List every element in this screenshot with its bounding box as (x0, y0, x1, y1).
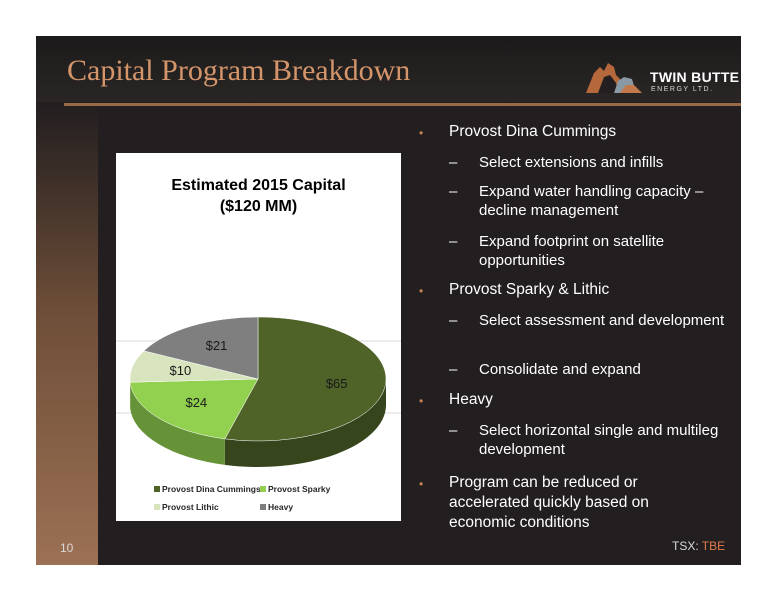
legend-label: Provost Dina Cummings (162, 484, 261, 494)
bullet-text: Heavy (449, 391, 493, 408)
bullet-text: Consolidate and expand (479, 361, 641, 378)
legend-swatch (260, 504, 266, 510)
legend-item-3: Provost Lithic (154, 502, 219, 512)
ticker: TSX: TBE (672, 539, 725, 553)
bullet-text: Program can be reduced or accelerated qu… (449, 474, 649, 531)
title-divider (64, 103, 741, 106)
pie-chart: $65 $24 $10 $21 Estimated 2015 Capital ($12… (116, 153, 401, 521)
bullet-text: Select horizontal single and multileg de… (479, 422, 719, 458)
dash-icon: – (449, 183, 458, 200)
bullet-icon: • (419, 126, 424, 140)
pie-slice-4 (143, 316, 259, 380)
pie-data-label-4: $21 (206, 338, 228, 353)
chart-title-line1: Estimated 2015 Capital (171, 177, 346, 194)
slide: Capital Program Breakdown TWIN BUTTE ENE… (36, 36, 741, 565)
dash-icon: – (449, 361, 458, 378)
chart-title: Estimated 2015 Capital ($120 MM) (116, 175, 401, 217)
ticker-symbol: TBE (701, 539, 726, 553)
legend-label: Provost Lithic (162, 502, 219, 512)
ticker-prefix: TSX: (672, 539, 702, 553)
pie-chart-canvas: $65 $24 $10 $21 (116, 316, 401, 467)
legend-item-1: Provost Dina Cummings (154, 484, 261, 494)
legend-label: Provost Sparky (268, 484, 331, 494)
bullet-icon: • (419, 394, 424, 408)
bullet-text: Select assessment and development (479, 312, 725, 329)
bullet-text: Expand water handling capacity – decline… (479, 183, 704, 219)
pie-data-label-3: $10 (170, 363, 192, 378)
legend-item-4: Heavy (260, 502, 293, 512)
dash-icon: – (449, 312, 458, 329)
company-logo-icon (586, 63, 642, 93)
page-number: 10 (60, 541, 74, 555)
slide-title: Capital Program Breakdown (67, 54, 411, 87)
legend-swatch (154, 486, 160, 492)
legend-item-2: Provost Sparky (260, 484, 330, 494)
pie-data-label-1: $65 (326, 376, 348, 391)
dash-icon: – (449, 422, 458, 439)
legend-swatch (154, 504, 160, 510)
chart-title-line2: ($120 MM) (219, 198, 298, 215)
bullet-text: Provost Dina Cummings (449, 123, 617, 140)
dash-icon: – (449, 154, 458, 171)
logo-subtitle: ENERGY LTD. (651, 86, 714, 93)
bullet-text: Provost Sparky & Lithic (449, 281, 610, 298)
pie-data-label-2: $24 (185, 395, 207, 410)
dash-icon: – (449, 233, 458, 250)
bullet-icon: • (419, 284, 424, 298)
pie-slice-2 (129, 378, 259, 440)
legend-label: Heavy (268, 502, 294, 512)
pie-slice-side-1 (224, 379, 386, 467)
legend-swatch (260, 486, 266, 492)
side-accent-band (36, 106, 98, 565)
pie-slice-side-2 (130, 382, 225, 465)
bullet-text: Select extensions and infills (479, 154, 664, 171)
bullet-icon: • (419, 477, 424, 491)
logo-name: TWIN BUTTE (650, 69, 740, 85)
bullet-text: Expand footprint on satellite opportunit… (479, 233, 665, 269)
pie-slice-1 (224, 316, 387, 442)
